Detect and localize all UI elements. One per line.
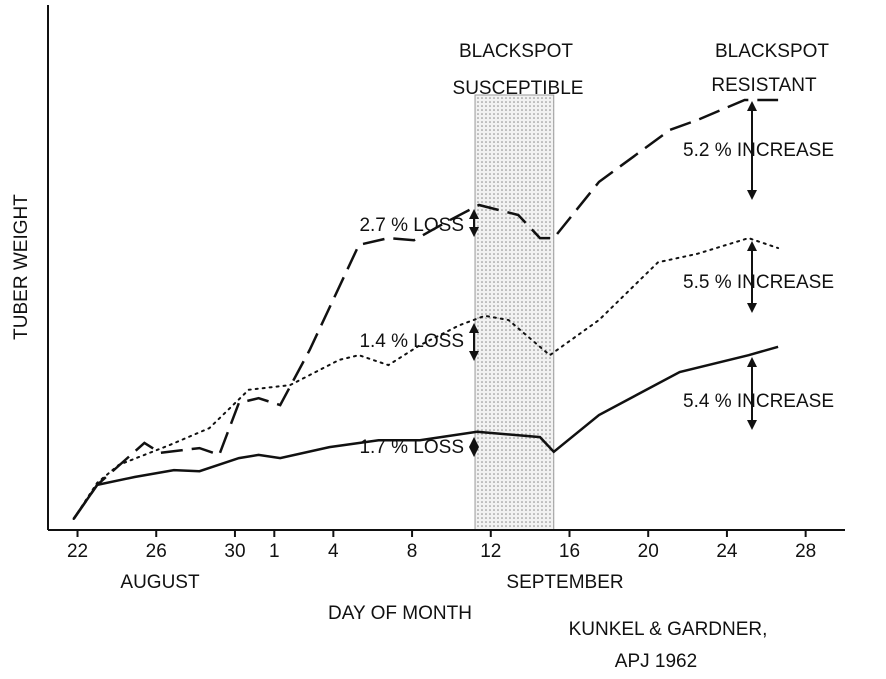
region-label: BLACKSPOT <box>459 41 573 62</box>
shaded-region <box>474 94 555 531</box>
x-tick-label: 8 <box>407 541 418 562</box>
region-label: RESISTANT <box>711 75 817 96</box>
x-tick-label: 1 <box>269 541 280 562</box>
y-axis-label: TUBER WEIGHT <box>11 194 32 340</box>
credit: APJ 1962 <box>615 651 697 672</box>
x-axis-label: DAY OF MONTH <box>328 603 472 624</box>
annotation: 5.5 % INCREASE <box>683 272 834 293</box>
month-label: SEPTEMBER <box>506 572 623 593</box>
x-tick-label: 16 <box>559 541 580 562</box>
line-series <box>72 237 780 520</box>
region-label: SUSCEPTIBLE <box>453 78 584 99</box>
annotation: 5.4 % INCREASE <box>683 391 834 412</box>
credit: KUNKEL & GARDNER, <box>569 619 768 640</box>
annotation-arrows <box>469 101 757 457</box>
x-tick-label: 28 <box>795 541 816 562</box>
x-tick-label: 26 <box>146 541 167 562</box>
line-series <box>72 98 779 520</box>
annotation: 1.4 % LOSS <box>359 331 464 352</box>
annotation: 5.2 % INCREASE <box>683 140 834 161</box>
region-label: BLACKSPOT <box>715 41 829 62</box>
month-label: AUGUST <box>120 572 200 593</box>
annotation: 2.7 % LOSS <box>359 215 464 236</box>
x-tick-label: 22 <box>67 541 88 562</box>
x-tick-label: 12 <box>480 541 501 562</box>
annotation: 1.7 % LOSS <box>359 437 464 458</box>
x-tick-label: 4 <box>328 541 339 562</box>
x-tick-label: 20 <box>638 541 659 562</box>
line-series <box>72 345 779 520</box>
x-tick-label: 24 <box>716 541 738 562</box>
x-tick-label: 30 <box>224 541 245 562</box>
